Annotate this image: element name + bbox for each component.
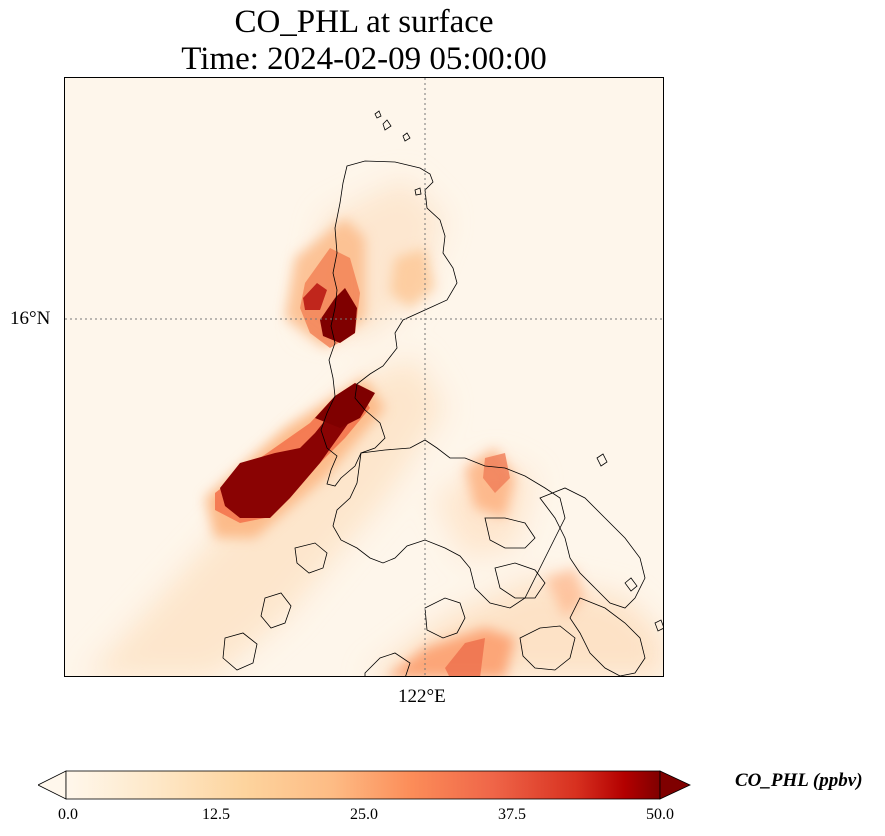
- colorbar: [38, 770, 691, 800]
- latitude-tick-label: 16°N: [10, 308, 51, 329]
- colorbar-tick: 37.5: [498, 806, 526, 823]
- plume-peak: [220, 283, 375, 518]
- map-time-subtitle: Time: 2024-02-09 05:00:00: [181, 41, 547, 77]
- colorbar-tick: 0.0: [58, 806, 78, 823]
- colorbar-max-extend: [659, 770, 691, 800]
- colorbar-label: CO_PHL (ppbv): [735, 770, 863, 791]
- colorbar-tick: 25.0: [350, 806, 378, 823]
- colorbar-gradient: [65, 770, 661, 800]
- colorbar-min-extend: [38, 770, 67, 800]
- longitude-tick-label: 122°E: [398, 686, 446, 707]
- map-svg: [65, 78, 663, 676]
- map-title: CO_PHL at surface: [234, 4, 494, 40]
- colorbar-tick: 50.0: [646, 806, 674, 823]
- map-panel: [64, 77, 664, 677]
- colorbar-tick: 12.5: [202, 806, 230, 823]
- coastlines: [222, 110, 663, 676]
